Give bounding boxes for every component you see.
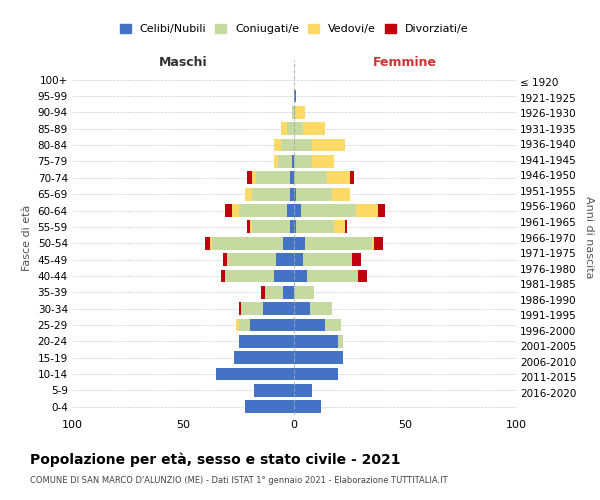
Bar <box>294 204 301 217</box>
Bar <box>372 237 374 250</box>
Bar <box>374 237 383 250</box>
Bar <box>294 400 320 413</box>
Bar <box>334 220 345 233</box>
Bar <box>205 237 209 250</box>
Bar <box>256 172 290 184</box>
Bar <box>241 302 263 315</box>
Bar <box>290 220 294 233</box>
Bar <box>245 188 252 200</box>
Bar <box>312 155 334 168</box>
Bar <box>294 335 338 348</box>
Bar <box>294 138 312 151</box>
Bar <box>278 155 292 168</box>
Y-axis label: Anni di nascita: Anni di nascita <box>584 196 593 279</box>
Bar <box>294 155 312 168</box>
Bar <box>274 138 281 151</box>
Bar <box>345 220 347 233</box>
Bar <box>294 188 296 200</box>
Bar <box>245 400 294 413</box>
Bar <box>250 318 294 332</box>
Bar <box>281 138 294 151</box>
Bar <box>305 237 372 250</box>
Bar <box>234 352 294 364</box>
Bar <box>232 204 239 217</box>
Bar <box>225 204 232 217</box>
Bar <box>265 286 283 298</box>
Bar <box>294 270 307 282</box>
Bar <box>252 188 290 200</box>
Bar <box>294 122 303 135</box>
Bar <box>294 368 338 380</box>
Bar <box>276 253 294 266</box>
Bar <box>307 270 358 282</box>
Bar <box>254 384 294 397</box>
Bar <box>263 302 294 315</box>
Bar <box>303 122 325 135</box>
Bar <box>239 302 241 315</box>
Bar <box>247 172 252 184</box>
Bar <box>352 253 361 266</box>
Bar <box>294 352 343 364</box>
Text: Maschi: Maschi <box>158 56 208 69</box>
Bar <box>223 253 227 266</box>
Bar <box>238 204 287 217</box>
Bar <box>239 318 250 332</box>
Bar <box>247 220 250 233</box>
Bar <box>296 220 334 233</box>
Bar <box>221 270 225 282</box>
Bar <box>287 122 294 135</box>
Bar <box>294 172 328 184</box>
Y-axis label: Fasce di età: Fasce di età <box>22 204 32 270</box>
Bar <box>236 318 239 332</box>
Bar <box>310 302 332 315</box>
Bar <box>294 253 303 266</box>
Bar <box>379 204 385 217</box>
Bar <box>283 237 294 250</box>
Bar <box>294 237 305 250</box>
Bar <box>209 237 212 250</box>
Bar <box>332 188 349 200</box>
Bar <box>290 172 294 184</box>
Bar <box>303 253 352 266</box>
Bar <box>227 253 276 266</box>
Bar <box>294 220 296 233</box>
Text: COMUNE DI SAN MARCO D'ALUNZIO (ME) - Dati ISTAT 1° gennaio 2021 - Elaborazione T: COMUNE DI SAN MARCO D'ALUNZIO (ME) - Dat… <box>30 476 448 485</box>
Bar <box>294 286 314 298</box>
Bar <box>349 172 354 184</box>
Legend: Celibi/Nubili, Coniugati/e, Vedovi/e, Divorziati/e: Celibi/Nubili, Coniugati/e, Vedovi/e, Di… <box>115 20 473 38</box>
Bar <box>301 204 356 217</box>
Bar <box>225 270 274 282</box>
Bar <box>287 204 294 217</box>
Bar <box>328 172 349 184</box>
Bar <box>283 286 294 298</box>
Bar <box>260 286 265 298</box>
Bar <box>292 106 294 118</box>
Bar <box>217 368 294 380</box>
Bar <box>358 270 367 282</box>
Bar <box>252 220 290 233</box>
Bar <box>312 138 345 151</box>
Bar <box>281 122 287 135</box>
Text: Popolazione per età, sesso e stato civile - 2021: Popolazione per età, sesso e stato civil… <box>30 452 401 467</box>
Bar <box>294 384 312 397</box>
Bar <box>294 106 296 118</box>
Text: Femmine: Femmine <box>373 56 437 69</box>
Bar <box>292 155 294 168</box>
Bar <box>250 220 252 233</box>
Bar <box>296 106 305 118</box>
Bar <box>356 204 379 217</box>
Bar <box>239 335 294 348</box>
Bar <box>274 270 294 282</box>
Bar <box>338 335 343 348</box>
Bar <box>296 188 332 200</box>
Bar <box>325 318 341 332</box>
Bar <box>252 172 256 184</box>
Bar <box>274 155 278 168</box>
Bar <box>294 302 310 315</box>
Bar <box>212 237 283 250</box>
Bar <box>294 318 325 332</box>
Bar <box>294 90 296 102</box>
Bar <box>290 188 294 200</box>
